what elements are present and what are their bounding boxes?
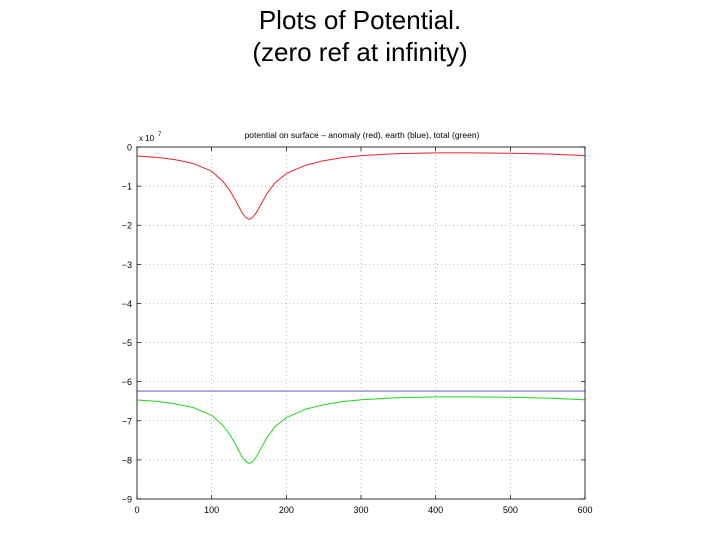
y-tick-label: −5 bbox=[122, 338, 132, 348]
y-tick-label: −9 bbox=[122, 495, 132, 505]
x-tick-label: 100 bbox=[204, 505, 219, 515]
y-tick-label: −1 bbox=[122, 182, 132, 192]
x-tick-label: 0 bbox=[134, 505, 139, 515]
x-tick-label: 400 bbox=[428, 505, 443, 515]
y-multiplier-label: x 10 bbox=[139, 134, 155, 143]
y-tick-label: 0 bbox=[127, 143, 132, 153]
y-tick-label: −7 bbox=[122, 416, 132, 426]
x-tick-label: 600 bbox=[577, 505, 592, 515]
slide-title: Plots of Potential. (zero ref at infinit… bbox=[0, 4, 720, 68]
slide-title-line-1: Plots of Potential. bbox=[258, 5, 462, 35]
y-tick-label: −8 bbox=[122, 455, 132, 465]
series-line-3 bbox=[136, 396, 586, 464]
x-tick-label: 300 bbox=[353, 505, 368, 515]
chart-title: potential on surface – anomaly (red), ea… bbox=[245, 130, 480, 140]
y-multiplier-exponent: 7 bbox=[158, 132, 162, 138]
y-tick-label: −4 bbox=[122, 299, 132, 309]
x-tick-label: 200 bbox=[279, 505, 294, 515]
slide-title-line-2: (zero ref at infinity) bbox=[252, 37, 468, 67]
y-tick-label: −2 bbox=[122, 221, 132, 231]
series-line-1 bbox=[136, 152, 586, 220]
x-tick-label: 500 bbox=[503, 505, 518, 515]
y-tick-label: −3 bbox=[122, 260, 132, 270]
y-tick-label: −6 bbox=[122, 377, 132, 387]
